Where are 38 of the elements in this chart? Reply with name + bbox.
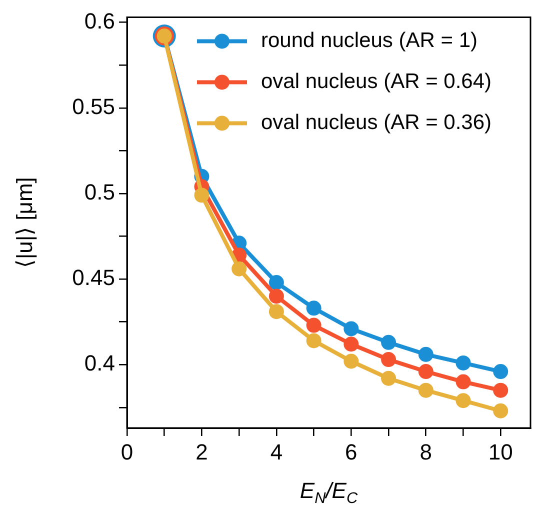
point: [418, 382, 434, 398]
point: [344, 336, 359, 352]
y-tick-label: 0.6: [84, 8, 115, 34]
legend-label: oval nucleus (AR = 0.64): [261, 70, 492, 93]
x-tick-label: 0: [120, 439, 134, 464]
point: [344, 321, 359, 336]
x-tick-label: 4: [270, 439, 283, 464]
point: [456, 355, 471, 370]
x-tick-label: 2: [196, 439, 208, 464]
point: [268, 288, 284, 304]
point: [493, 382, 508, 398]
legend-label: oval nucleus (AR = 0.36): [261, 110, 492, 134]
point: [306, 300, 322, 316]
point: [268, 275, 284, 290]
point: [306, 318, 322, 333]
y-tick-label: 0.55: [72, 94, 115, 119]
point: [418, 364, 434, 380]
point: [344, 354, 359, 369]
point: [268, 304, 284, 320]
point: [381, 370, 396, 386]
point: [381, 352, 396, 368]
point: [456, 393, 471, 408]
x-tick-label: 8: [420, 439, 432, 464]
y-tick-label: 0.5: [84, 180, 115, 205]
point: [232, 261, 247, 276]
point: [418, 346, 434, 362]
x-tick-label: 10: [488, 439, 513, 464]
point: [381, 334, 396, 350]
point: [194, 188, 210, 203]
y-tick-label: 0.4: [84, 350, 115, 376]
y-axis-title: ⟨|u|⟩ [μm]: [12, 177, 38, 268]
point: [493, 364, 508, 380]
point: [456, 374, 471, 390]
legend-label: round nucleus (AR = 1): [261, 28, 478, 52]
y-tick-label: 0.45: [72, 265, 115, 290]
point: [306, 333, 322, 348]
x-tick-label: 6: [345, 439, 358, 464]
point: [493, 403, 508, 418]
